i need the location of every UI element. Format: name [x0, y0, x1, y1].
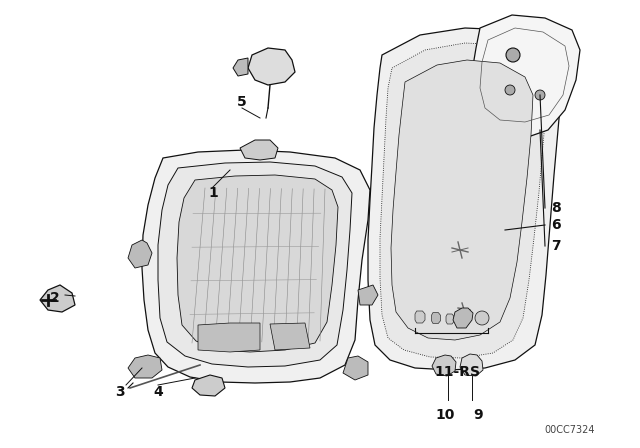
Circle shape [475, 311, 489, 325]
Polygon shape [446, 314, 454, 324]
Text: 00CC7324: 00CC7324 [545, 425, 595, 435]
Polygon shape [40, 285, 75, 312]
Polygon shape [192, 375, 225, 396]
Circle shape [505, 85, 515, 95]
Polygon shape [177, 175, 338, 352]
Polygon shape [391, 60, 533, 340]
Circle shape [506, 48, 520, 62]
Text: 8: 8 [551, 201, 561, 215]
Text: 9: 9 [473, 408, 483, 422]
Polygon shape [415, 311, 425, 323]
Polygon shape [158, 162, 352, 367]
Polygon shape [368, 28, 562, 370]
Polygon shape [128, 240, 152, 268]
Polygon shape [470, 15, 580, 138]
Text: 10: 10 [435, 408, 454, 422]
Polygon shape [453, 308, 473, 328]
Polygon shape [142, 150, 370, 383]
Text: 2: 2 [50, 291, 60, 305]
Polygon shape [240, 140, 278, 160]
Circle shape [535, 90, 545, 100]
Polygon shape [460, 354, 483, 376]
Text: 7: 7 [551, 239, 561, 253]
Text: 6: 6 [551, 218, 561, 232]
Polygon shape [128, 355, 162, 378]
Polygon shape [270, 323, 310, 350]
Text: 3: 3 [115, 385, 125, 399]
Polygon shape [248, 48, 295, 85]
Polygon shape [343, 356, 368, 380]
Polygon shape [431, 313, 440, 323]
Polygon shape [432, 355, 456, 376]
Polygon shape [233, 58, 248, 76]
Polygon shape [380, 43, 547, 358]
Polygon shape [358, 285, 378, 305]
Text: 4: 4 [153, 385, 163, 399]
Text: 1: 1 [208, 186, 218, 200]
Text: 11-RS: 11-RS [434, 365, 480, 379]
Text: 5: 5 [237, 95, 247, 109]
Polygon shape [198, 323, 260, 352]
